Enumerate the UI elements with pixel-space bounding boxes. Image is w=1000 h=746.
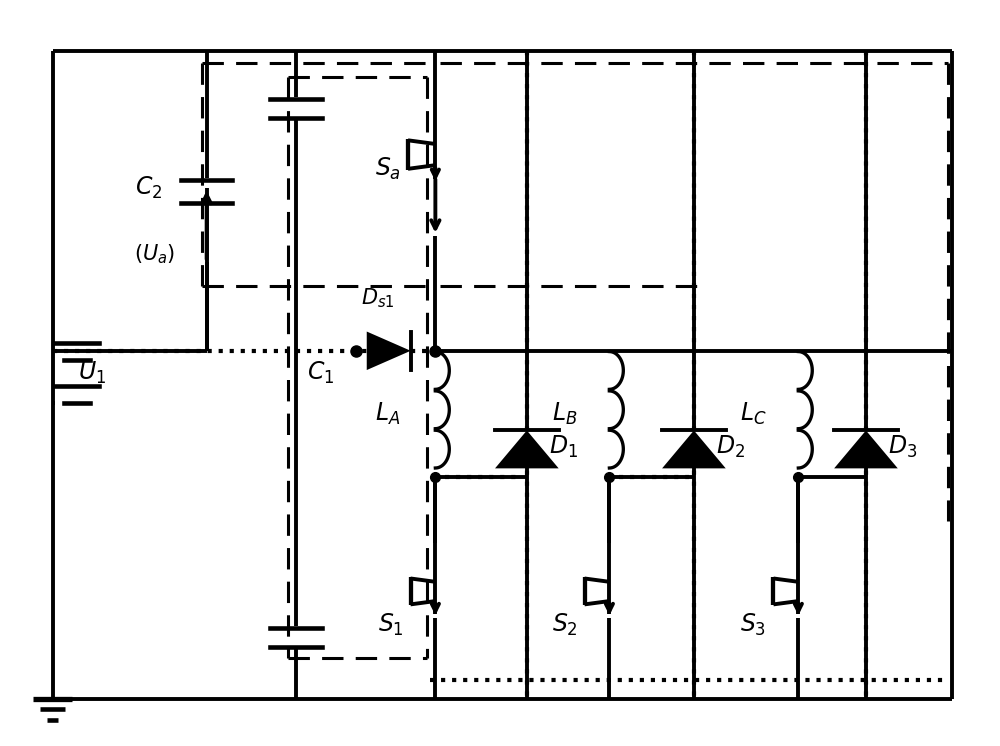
Text: $S_1$: $S_1$ [378,612,404,638]
Text: $D_1$: $D_1$ [549,434,578,460]
Text: $C_2$: $C_2$ [135,175,163,201]
Text: $S_2$: $S_2$ [552,612,578,638]
Text: $U_1$: $U_1$ [78,360,106,386]
Text: $D_3$: $D_3$ [888,434,917,460]
Text: $S_a$: $S_a$ [375,156,401,183]
Polygon shape [662,430,726,468]
Polygon shape [834,430,898,468]
Text: $L_A$: $L_A$ [375,401,401,427]
Text: $C_1$: $C_1$ [307,360,335,386]
Polygon shape [495,430,559,468]
Polygon shape [367,331,411,370]
Text: $D_{s1}$: $D_{s1}$ [361,286,394,310]
Text: $( U_a)$: $( U_a)$ [134,242,176,266]
Text: $D_2$: $D_2$ [716,434,745,460]
Text: $L_C$: $L_C$ [740,401,767,427]
Text: $L_B$: $L_B$ [552,401,578,427]
Text: $S_3$: $S_3$ [740,612,767,638]
